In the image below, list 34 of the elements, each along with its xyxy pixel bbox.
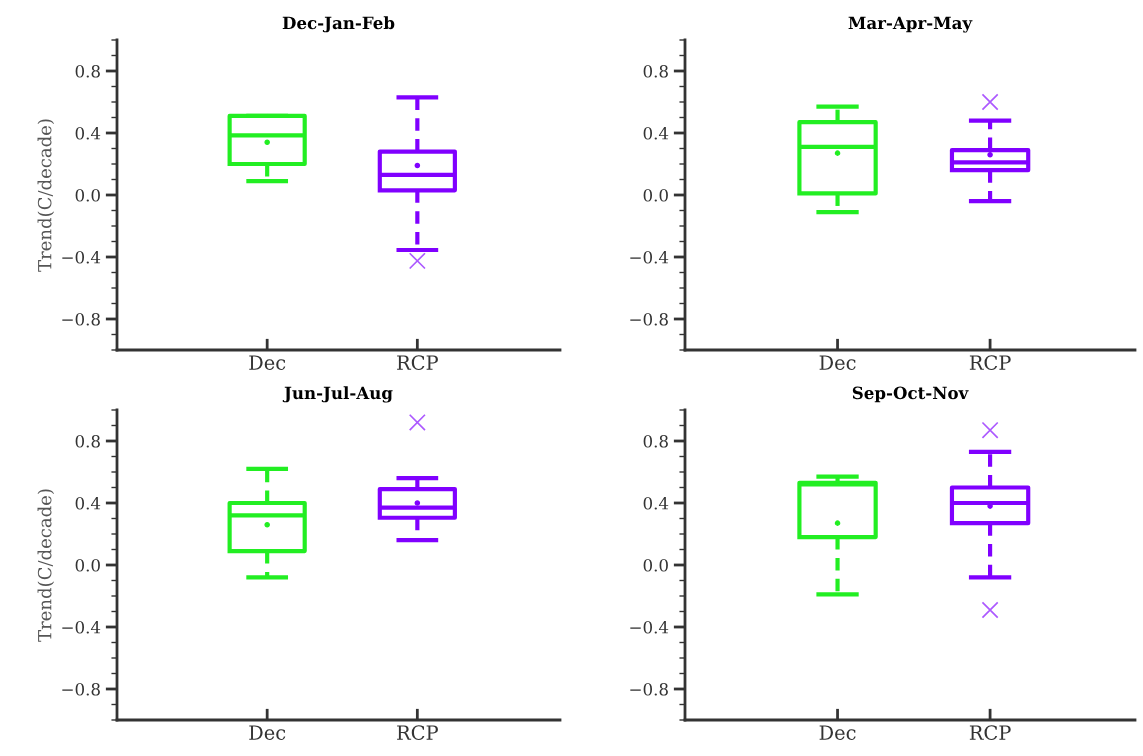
chart-title: Sep-Oct-Nov	[852, 386, 969, 403]
y-tick-label: −0.8	[62, 682, 100, 696]
y-tick-label: 0.8	[75, 64, 100, 78]
chart-title: Mar-Apr-May	[848, 16, 973, 33]
y-axis-title: Trend(C/decade)	[37, 489, 55, 642]
x-tick-label: Dec	[819, 725, 856, 740]
x-tick-label: Dec	[819, 355, 856, 370]
y-tick-label: 0.0	[75, 558, 100, 572]
y-tick-label: 0.4	[75, 496, 101, 510]
y-tick-label: −0.4	[630, 250, 669, 264]
x-tick-label: RCP	[397, 725, 438, 740]
y-tick-label: 0.0	[75, 188, 100, 202]
y-tick-label: 0.4	[643, 126, 669, 140]
y-tick-label: −0.8	[630, 682, 668, 696]
chart-title: Jun-Jul-Aug	[282, 386, 393, 403]
y-tick-label: −0.4	[630, 620, 669, 634]
chart-title: Dec-Jan-Feb	[282, 16, 395, 33]
x-tick-label: RCP	[969, 355, 1011, 370]
y-tick-label: 0.4	[643, 496, 669, 510]
x-tick-label: Dec	[249, 355, 286, 370]
x-tick-label: RCP	[969, 725, 1011, 740]
y-tick-label: −0.8	[62, 312, 100, 326]
y-tick-label: −0.8	[630, 312, 668, 326]
x-tick-label: Dec	[249, 725, 286, 740]
y-tick-label: −0.4	[62, 250, 101, 264]
y-tick-label: 0.0	[643, 558, 668, 572]
y-tick-label: 0.8	[643, 434, 668, 448]
y-tick-label: 0.4	[75, 126, 101, 140]
y-axis-title: Trend(C/decade)	[37, 119, 55, 272]
y-tick-label: 0.8	[75, 434, 100, 448]
y-tick-label: 0.0	[643, 188, 668, 202]
y-tick-label: 0.8	[643, 64, 668, 78]
x-tick-label: RCP	[397, 355, 438, 370]
y-tick-label: −0.4	[62, 620, 101, 634]
